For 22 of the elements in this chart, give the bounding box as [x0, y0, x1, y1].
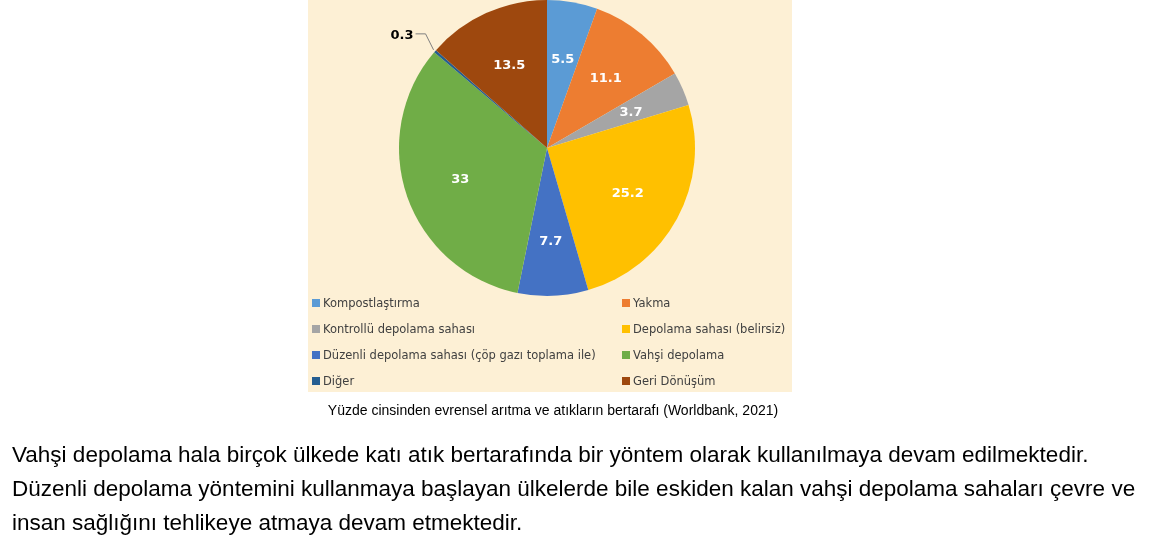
data-label: 11.1 [589, 70, 622, 86]
legend-label: Düzenli depolama sahası (çöp gazı toplama ile) [323, 348, 596, 362]
text: Vahşi depolama hala birçok ülkede katı atık bertarafında bir yöntem olarak kullanılmaya devam edilmektedir. Düzenli depolama yöntemini kullanmaya başlayan ülkelerde bile eskiden kalan vahşi depolama sahaları çevre ve insan sağlığını tehlikeye atmaya devam etmektedir. [12, 442, 1136, 535]
pie-slice [547, 73, 689, 148]
legend-label: Geri Dönüşüm [633, 374, 716, 388]
data-label: 3.7 [619, 104, 643, 120]
legend-label: Kompostlaştırma [323, 296, 420, 310]
data-label: 13.5 [493, 57, 526, 73]
pie-slice [435, 0, 547, 148]
data-label: 7.7 [539, 232, 563, 248]
data-label: 25.2 [611, 184, 644, 200]
pie-slice [517, 148, 589, 296]
legend-label: Diğer [323, 374, 355, 388]
data-label: 0.3 [390, 26, 414, 42]
data-label: 33 [451, 171, 470, 186]
legend-label: Kontrollü depolama sahası [323, 322, 476, 336]
legend-label: Depolama sahası (belirsiz) [633, 322, 786, 336]
pie-slice [547, 8, 675, 148]
legend-label: Vahşi depolama [633, 348, 725, 362]
data-label: 5.5 [551, 50, 575, 66]
legend-label: Yakma [632, 296, 671, 310]
text: Yüzde cinsinden evrensel arıtma ve atıkların bertarafı (Worldbank, 2021) [327, 402, 779, 418]
